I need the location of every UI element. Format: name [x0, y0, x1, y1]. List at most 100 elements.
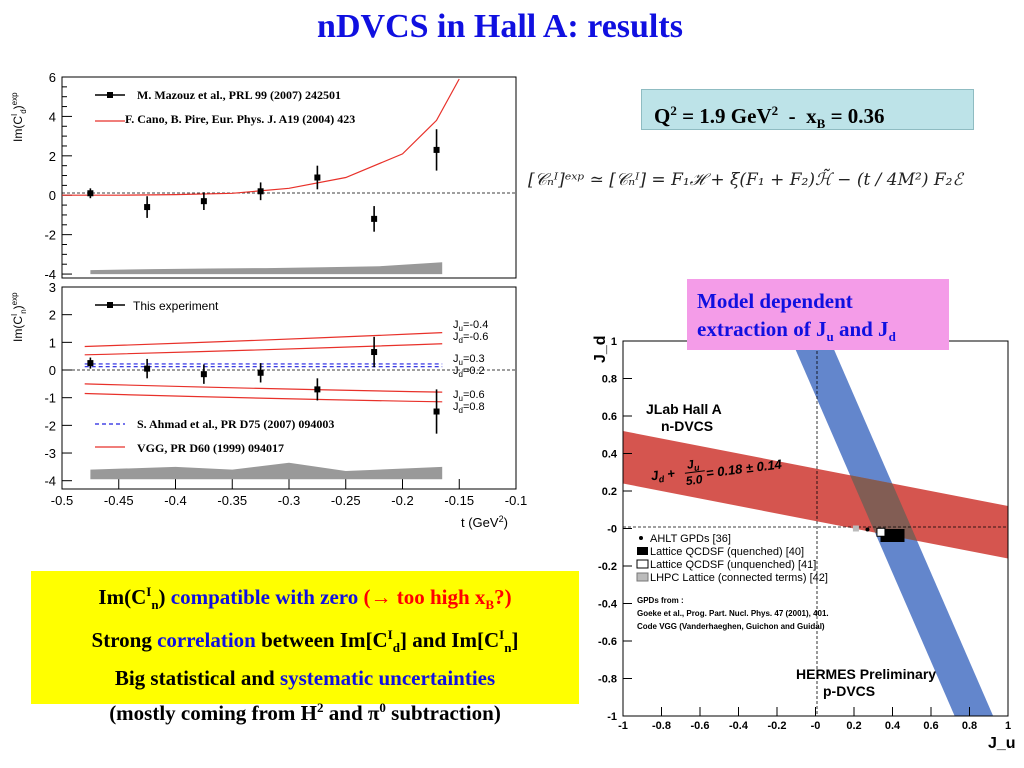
bottom-xtick-label: -0.2 — [391, 493, 413, 508]
bottom-data-point — [144, 365, 151, 372]
top-legend-1: M. Mazouz et al., PRL 99 (2007) 242501 — [137, 88, 341, 102]
bottom-xtick-label: -0.4 — [164, 493, 186, 508]
lhpc-point — [852, 525, 859, 532]
bottom-data-point — [314, 386, 321, 393]
top-ytick-label: -2 — [44, 228, 56, 243]
jd-tick-label: 0.8 — [602, 374, 617, 386]
top-ylabel: Im(CId)exp — [10, 92, 28, 142]
jd-tick-label: 0.4 — [602, 449, 618, 461]
bottom-xlabel: t (GeV2) — [461, 514, 508, 530]
curve-label: Ju=0.6 — [453, 389, 485, 403]
curve-label: Ju=0.3 — [453, 353, 485, 367]
ju-tick-label: 0.4 — [885, 720, 901, 732]
jd-tick-label: 1 — [611, 336, 617, 348]
bottom-ytick-label: 0 — [49, 363, 56, 378]
top-y-axis: 6 4 2 0 -2 -4 — [44, 70, 72, 282]
hermes-label-top: HERMES Preliminary — [796, 666, 936, 682]
summary-box: Im(CIn) compatible with zero (→ too high… — [31, 571, 579, 725]
bottom-xtick-label: -0.5 — [51, 493, 73, 508]
bottom-ytick-label: -2 — [44, 418, 56, 433]
bottom-data-points — [87, 336, 440, 434]
bottom-xtick-label: -0.25 — [331, 493, 361, 508]
bottom-legend-2: S. Ahmad et al., PR D75 (2007) 094003 — [137, 417, 334, 431]
gpd-note-3: Code VGG (Vanderhaeghen, Guichon and Gui… — [637, 622, 825, 631]
ju-tick-label: -0.6 — [691, 720, 710, 732]
bottom-xtick-label: -0.1 — [505, 493, 527, 508]
bottom-ylabel: Im(CIn)exp — [10, 292, 28, 342]
top-legend-2: F. Cano, B. Pire, Eur. Phys. J. A19 (200… — [125, 112, 355, 126]
top-ytick-label: -4 — [44, 267, 56, 282]
ju-tick-label: -0.8 — [652, 720, 671, 732]
top-theory-curve — [62, 78, 460, 196]
jj-legend-3: Lattice QCDSF (unquenched) [41] — [650, 559, 816, 571]
hermes-label-bottom: p-DVCS — [823, 683, 875, 699]
jd-tick-label: 0.6 — [602, 411, 617, 423]
ju-tick-label: 0.8 — [962, 720, 977, 732]
bottom-xtick-label: -0.45 — [104, 493, 134, 508]
ju-tick-label: 0.6 — [923, 720, 938, 732]
slide-title: nDVCS in Hall A: results — [317, 8, 683, 45]
ju-tick-label: -1 — [618, 720, 628, 732]
hall-a-label-bottom: n-DVCS — [661, 418, 713, 434]
hall-a-label-top: JLab Hall A — [646, 401, 722, 417]
top-data-points — [87, 129, 440, 232]
ju-label: J_u — [988, 735, 1016, 752]
ahlt-point — [865, 527, 870, 532]
jd-tick-label: 0.2 — [602, 486, 617, 498]
ju-tick-label: -0 — [811, 720, 821, 732]
jd-tick-label: -1 — [607, 711, 617, 723]
bottom-xtick-label: -0.15 — [444, 493, 474, 508]
bottom-legend-1: This experiment — [133, 299, 219, 313]
jj-legend-4: LHPC Lattice (connected terms) [42] — [650, 572, 828, 584]
top-syst-band — [90, 262, 443, 275]
bottom-curve-labels: Ju=-0.4Jd=-0.6 Ju=0.3Jd=0.2 Ju=0.6Jd=0.8 — [453, 319, 488, 415]
bottom-ytick-label: 3 — [49, 280, 56, 295]
bottom-xtick-label: -0.3 — [278, 493, 300, 508]
jd-tick-label: -0.4 — [598, 599, 618, 611]
bottom-data-point — [371, 349, 378, 356]
bottom-y-axis: 3 2 1 0 -1 -2 -3 -4 — [44, 280, 72, 489]
bottom-vgg-curves — [84, 332, 443, 403]
model-points — [852, 525, 905, 542]
svg-text:5.0: 5.0 — [685, 472, 704, 488]
top-data-point — [314, 174, 321, 181]
bottom-x-axis: -0.5 -0.45 -0.4 -0.35 -0.3 -0.25 -0.2 -0.15 -0.1 — [51, 479, 527, 508]
bottom-ytick-label: -3 — [44, 446, 56, 461]
bottom-data-point — [200, 371, 207, 378]
svg-text:Ju: Ju — [686, 456, 701, 473]
curve-label: Jd=-0.6 — [453, 331, 488, 345]
bottom-panel: 3 2 1 0 -1 -2 -3 -4 -0.5 -0.45 -0.4 -0.35 -0.3 -0.25… — [10, 280, 527, 530]
top-ytick-label: 6 — [49, 70, 56, 85]
bottom-ytick-label: 1 — [49, 335, 56, 350]
vgg-curve — [84, 343, 443, 356]
top-data-point — [371, 215, 378, 222]
bottom-xtick-label: -0.35 — [217, 493, 247, 508]
top-legend: M. Mazouz et al., PRL 99 (2007) 242501 F… — [95, 88, 355, 126]
ju-tick-label: 0.2 — [846, 720, 861, 732]
jd-tick-label: -0.6 — [598, 636, 617, 648]
bottom-legend-3: VGG, PR D60 (1999) 094017 — [137, 441, 284, 455]
qcdsf-quenched-point — [880, 529, 905, 542]
top-ytick-label: 4 — [49, 109, 56, 124]
bottom-data-point — [257, 369, 264, 376]
top-ytick-label: 0 — [49, 188, 56, 203]
top-panel-frame — [61, 76, 517, 279]
jd-label: J_d — [592, 335, 609, 363]
ju-tick-label: 1 — [1005, 720, 1011, 732]
bottom-ahmad-curves — [84, 363, 443, 368]
bottom-panel-frame — [61, 286, 517, 490]
ju-axis: -1 -0.8 -0.6 -0.4 -0.2 -0 0.2 0.4 0.6 0.8 1 — [618, 707, 1011, 732]
curve-label: Ju=-0.4 — [453, 319, 488, 333]
bottom-ytick-label: 2 — [49, 308, 56, 323]
top-panel: 6 4 2 0 -2 -4 Im(CId)exp M. Mazouz et al., PR… — [10, 70, 517, 282]
qcdsf-unquenched-point — [876, 527, 886, 537]
kinematics-box: Q2 = 1.9 GeV2 - xB = 0.36 — [641, 89, 974, 131]
ju-tick-label: -0.4 — [729, 720, 749, 732]
bottom-data-point — [433, 408, 440, 415]
curve-label: Jd=0.8 — [453, 401, 485, 415]
band-overlap — [850, 475, 918, 541]
bottom-syst-band — [90, 462, 443, 480]
top-data-point — [200, 198, 207, 205]
jd-axis: 1 0.8 0.6 0.4 0.2 -0 -0.2 -0.4 -0.6 -0.8 -1 — [598, 336, 632, 723]
